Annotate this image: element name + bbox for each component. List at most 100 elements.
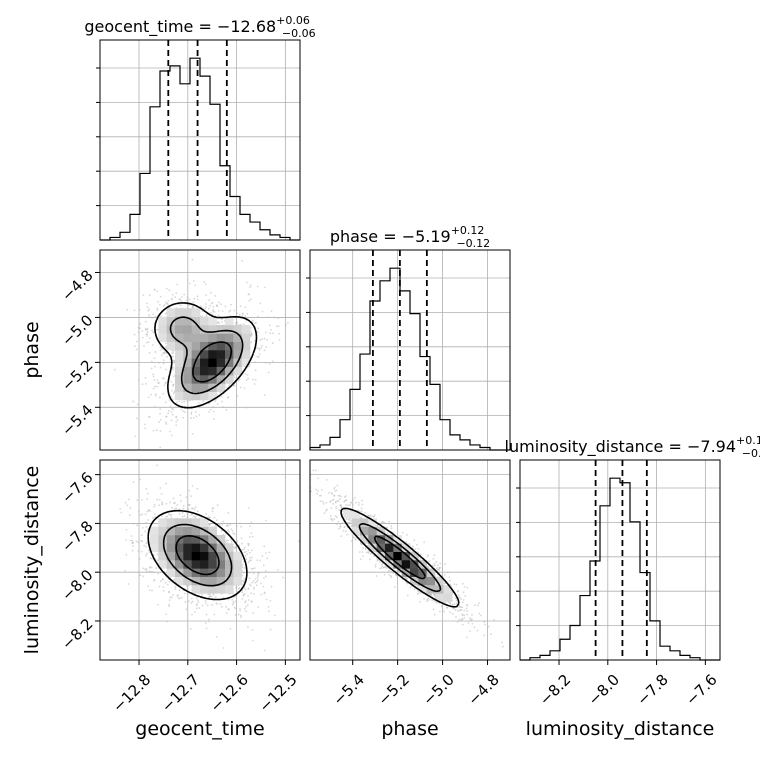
sample-point: [253, 572, 255, 574]
sample-point: [151, 558, 153, 560]
sample-point: [145, 383, 147, 385]
sample-point: [419, 558, 421, 560]
sample-point: [136, 499, 138, 501]
sample-point: [253, 580, 255, 582]
sample-point: [175, 507, 177, 509]
sample-point: [488, 626, 490, 628]
sample-point: [239, 522, 241, 524]
sample-point: [345, 495, 347, 497]
sample-point: [472, 623, 474, 625]
sample-point: [139, 309, 141, 311]
sample-point: [438, 569, 440, 571]
sample-point: [279, 339, 281, 341]
sample-point: [214, 517, 216, 519]
sample-point: [163, 363, 165, 365]
sample-point: [182, 508, 184, 510]
sample-point: [160, 580, 162, 582]
sample-point: [205, 602, 207, 604]
sample-point: [247, 293, 249, 295]
sample-point: [174, 296, 176, 298]
density-cell: [242, 333, 251, 342]
sample-point: [188, 305, 190, 307]
sample-point: [187, 400, 189, 402]
sample-point: [250, 327, 252, 329]
sample-point: [145, 546, 147, 548]
sample-point: [274, 614, 276, 616]
sample-point: [157, 382, 159, 384]
sample-point: [239, 610, 241, 612]
sample-point: [154, 357, 156, 359]
sample-point: [257, 576, 259, 578]
sample-point: [459, 619, 461, 621]
sample-point: [148, 416, 150, 418]
density-cell: [233, 568, 242, 577]
sample-point: [165, 382, 167, 384]
sample-point: [170, 381, 172, 383]
sample-point: [173, 376, 175, 378]
sample-point: [149, 352, 151, 354]
sample-point: [243, 595, 245, 597]
sample-point: [172, 414, 174, 416]
sample-point: [249, 578, 251, 580]
density-cell: [200, 518, 209, 527]
sample-point: [379, 561, 381, 563]
density-cell: [200, 543, 209, 552]
sample-point: [131, 540, 133, 542]
scatter-panel-geocent_time-vs-luminosity_distance: [100, 460, 300, 660]
density-cell: [192, 342, 201, 351]
sample-point: [276, 325, 278, 327]
sample-point: [305, 487, 307, 489]
sample-point: [234, 310, 236, 312]
sample-point: [161, 501, 163, 503]
sample-point: [165, 302, 167, 304]
sample-point: [194, 284, 196, 286]
sample-point: [184, 515, 186, 517]
sample-point: [223, 647, 225, 649]
density-cell: [208, 367, 217, 376]
sample-point: [138, 331, 140, 333]
sample-point: [332, 503, 334, 505]
sample-point: [267, 316, 269, 318]
sample-point: [147, 310, 149, 312]
sample-point: [333, 495, 335, 497]
sample-point: [426, 600, 428, 602]
sample-point: [428, 598, 430, 600]
sample-point: [169, 581, 171, 583]
sample-point: [173, 360, 175, 362]
sample-point: [238, 380, 240, 382]
sample-point: [230, 528, 232, 530]
sample-point: [152, 317, 154, 319]
sample-point: [206, 314, 208, 316]
sample-point: [183, 294, 185, 296]
sample-point: [184, 601, 186, 603]
sample-point: [228, 531, 230, 533]
sample-point: [205, 513, 207, 515]
sample-point: [251, 556, 253, 558]
sample-point: [462, 601, 464, 603]
sample-point: [172, 594, 174, 596]
sample-point: [175, 421, 177, 423]
sample-point: [238, 614, 240, 616]
sample-point: [402, 532, 404, 534]
sample-point: [381, 563, 383, 565]
sample-point: [190, 602, 192, 604]
sample-point: [234, 385, 236, 387]
sample-point: [252, 321, 254, 323]
sample-point: [252, 378, 254, 380]
sample-point: [145, 513, 147, 515]
sample-point: [473, 626, 475, 628]
sample-point: [431, 599, 433, 601]
density-cell: [200, 552, 209, 561]
sample-point: [140, 514, 142, 516]
sample-point: [222, 406, 224, 408]
sample-point: [265, 575, 267, 577]
sample-point: [231, 541, 233, 543]
sample-point: [236, 312, 238, 314]
sample-point: [157, 573, 159, 575]
sample-point: [142, 567, 144, 569]
sample-point: [282, 577, 284, 579]
sample-point: [232, 532, 234, 534]
sample-point: [317, 477, 319, 479]
sample-point: [159, 499, 161, 501]
hist-panel-luminosity_distance: luminosity_distance = −7.94+0.10−0.11: [505, 434, 760, 660]
